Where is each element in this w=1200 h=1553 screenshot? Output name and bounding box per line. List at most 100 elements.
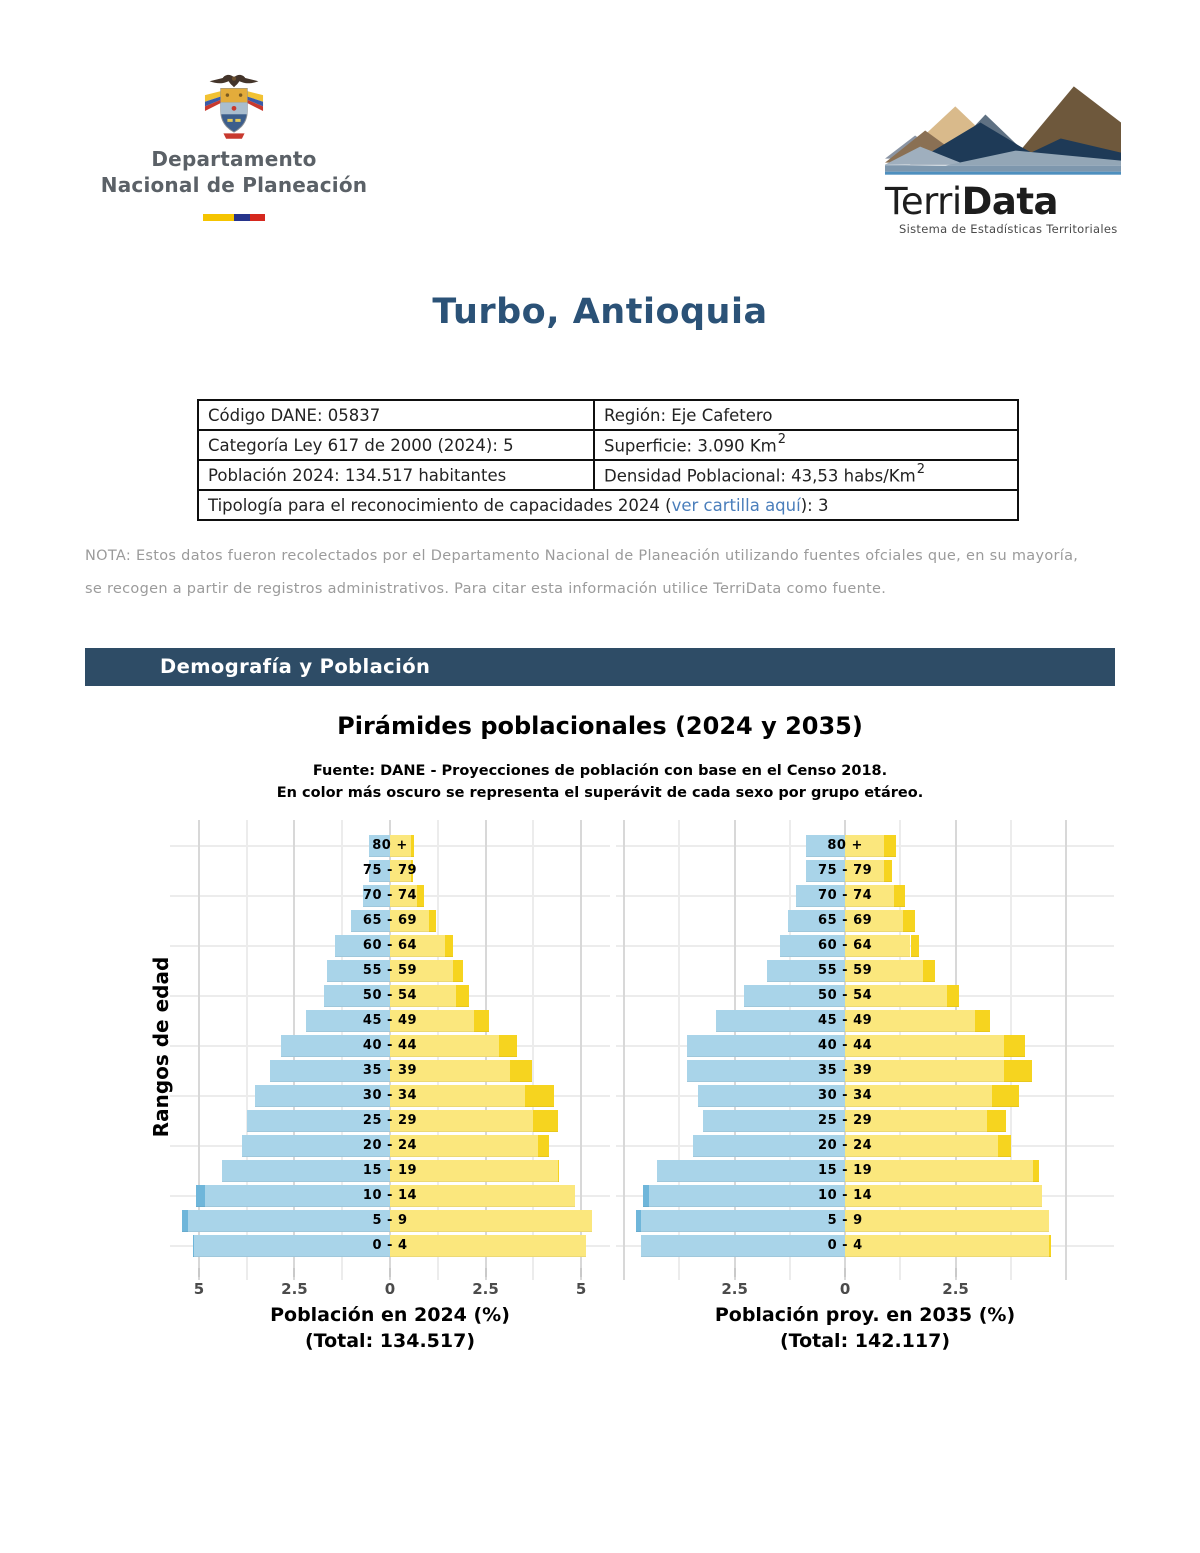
age-group-label: 20 - 24 [818, 1138, 873, 1153]
female-surplus-bar [1003, 1035, 1026, 1057]
axis-tick-label: 2.5 [942, 1280, 969, 1298]
female-bar [845, 960, 924, 982]
table-row: Código DANE: 05837 Región: Eje Cafetero [197, 399, 1019, 431]
region-cell: Región: Eje Cafetero [593, 399, 1019, 431]
axis-tick [389, 1268, 391, 1277]
female-surplus-bar [894, 885, 905, 907]
male-bar [306, 1010, 390, 1032]
male-bar [269, 1060, 390, 1082]
age-group-label: 30 - 34 [818, 1088, 873, 1103]
ver-cartilla-link[interactable]: ver cartilla aquí [671, 495, 801, 515]
female-bar [390, 1035, 500, 1057]
female-surplus-bar [510, 1060, 533, 1082]
male-bar [246, 1110, 390, 1132]
male-bar [787, 910, 846, 932]
dnp-coat-of-arms-icon [204, 74, 264, 139]
female-bar [845, 985, 947, 1007]
age-group-label: 20 - 24 [362, 1138, 418, 1153]
female-bar [845, 835, 885, 857]
female-bar [845, 935, 911, 957]
dnp-name-line1: Departamento [151, 147, 317, 171]
male-bar [686, 1035, 846, 1057]
age-group-label: 0 - 4 [827, 1238, 863, 1253]
chart-subtitle-line2: En color más oscuro se representa el sup… [276, 785, 924, 801]
male-bar [327, 960, 390, 982]
age-group-label: 70 - 74 [362, 888, 418, 903]
age-group-label: 80 + [827, 838, 863, 853]
axis-tick [293, 1268, 296, 1277]
age-group-label: 60 - 64 [818, 938, 873, 953]
chart-subtitle: Fuente: DANE - Proyecciones de población… [0, 760, 1200, 804]
female-surplus-bar [910, 935, 920, 957]
axis-tick-label: 0 [384, 1280, 396, 1298]
axis-tick-label: 2.5 [721, 1280, 748, 1298]
age-group-label: 0 - 4 [372, 1238, 408, 1253]
female-surplus-bar [533, 1110, 559, 1132]
axis-tick-label: 0 [839, 1280, 851, 1298]
major-gridline [197, 820, 200, 1280]
female-surplus-bar [1032, 1160, 1039, 1182]
female-bar [390, 985, 456, 1007]
female-surplus-bar [455, 985, 470, 1007]
pyramid-2024-plot: 80 + 75 - 79 70 - 74 65 - 69 60 - 64 55 - 59 5… [170, 820, 610, 1298]
female-bar [390, 835, 412, 857]
male-bar [648, 1185, 846, 1207]
female-surplus-bar [902, 910, 916, 932]
age-group-label: 50 - 54 [818, 988, 873, 1003]
age-group-label: 45 - 49 [818, 1013, 873, 1028]
male-bar [351, 910, 390, 932]
minor-gridline [678, 820, 681, 1280]
pyramid-2035-plot: 80 + 75 - 79 70 - 74 65 - 69 60 - 64 55 - 59 5… [616, 820, 1114, 1298]
age-group-label: 5 - 9 [827, 1213, 863, 1228]
age-group-label: 75 - 79 [818, 863, 873, 878]
male-surplus-bar [643, 1185, 649, 1207]
axis-tick-label: 5 [575, 1280, 587, 1298]
age-group-label: 45 - 49 [362, 1013, 418, 1028]
female-surplus-bar [538, 1135, 550, 1157]
female-bar [845, 885, 895, 907]
female-bar [845, 1060, 1004, 1082]
female-surplus-bar [974, 1010, 991, 1032]
terridata-logo: TerriData Sistema de Estadísticas Territ… [885, 80, 1125, 236]
female-surplus-bar [428, 910, 436, 932]
age-group-label: 55 - 59 [818, 963, 873, 978]
female-bar [845, 910, 903, 932]
female-bar [845, 1210, 1050, 1232]
table-row: Tipología para el reconocimiento de capa… [197, 489, 1019, 521]
age-group-label: 75 - 79 [362, 863, 418, 878]
major-gridline [623, 820, 626, 1280]
female-surplus-bar [473, 1010, 490, 1032]
male-bar [779, 935, 846, 957]
male-bar [368, 835, 390, 857]
nota-line1: NOTA: Estos datos fueron recolectados po… [85, 548, 1079, 564]
age-group-label: 15 - 19 [362, 1163, 418, 1178]
dnp-logo: Departamento Nacional de Planeación [86, 72, 382, 221]
nota-line2: se recogen a partir de registros adminis… [85, 581, 887, 597]
female-surplus-bar [411, 860, 413, 882]
female-bar [845, 1185, 1042, 1207]
female-surplus-bar [452, 960, 463, 982]
info-table: Código DANE: 05837 Región: Eje Cafetero … [197, 399, 1019, 521]
age-group-label: 70 - 74 [818, 888, 873, 903]
age-group-label: 25 - 29 [362, 1113, 418, 1128]
male-bar [697, 1085, 846, 1107]
female-bar [390, 1010, 474, 1032]
female-surplus-bar [558, 1160, 560, 1182]
densidad-cell: Densidad Poblacional: 43,53 habs/Km2 [593, 459, 1019, 491]
chart-subtitle-line1: Fuente: DANE - Proyecciones de población… [312, 763, 888, 779]
female-bar [390, 885, 417, 907]
female-surplus-bar [1003, 1060, 1032, 1082]
terridata-wordmark: TerriData [885, 180, 1058, 223]
female-bar [390, 1085, 526, 1107]
section-title: Demografía y Población [160, 655, 431, 678]
female-bar [845, 1110, 987, 1132]
male-bar [686, 1060, 846, 1082]
age-group-label: 80 + [372, 838, 408, 853]
female-surplus-bar [986, 1110, 1006, 1132]
female-surplus-bar [946, 985, 960, 1007]
female-bar [390, 1235, 587, 1257]
male-bar [715, 1010, 846, 1032]
age-group-label: 10 - 14 [362, 1188, 418, 1203]
female-bar [390, 1210, 593, 1232]
age-group-label: 5 - 9 [372, 1213, 408, 1228]
